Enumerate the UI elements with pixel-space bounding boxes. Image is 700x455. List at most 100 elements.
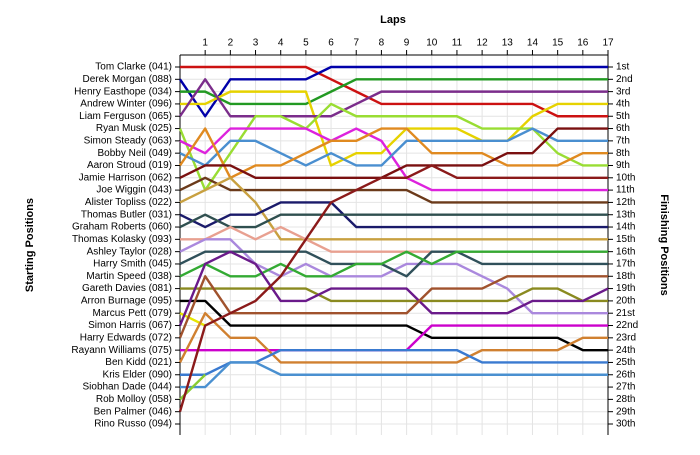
y-tick-label: Martin Speed (038) bbox=[86, 271, 172, 282]
y2-tick-label: 6th bbox=[616, 123, 630, 134]
y-tick-label: Marcus Pett (079) bbox=[93, 308, 172, 319]
x-tick-label: 13 bbox=[502, 38, 514, 49]
y-tick-label: Rayann Williams (075) bbox=[71, 345, 172, 356]
y-tick-label: Rob Molloy (058) bbox=[96, 394, 172, 405]
y2-tick-label: 18th bbox=[616, 271, 635, 282]
y2-tick-label: 2nd bbox=[616, 74, 633, 85]
driver-line bbox=[180, 90, 608, 167]
x-tick-label: 11 bbox=[452, 38, 463, 49]
y-tick-label: Harry Edwards (072) bbox=[80, 332, 172, 343]
y-tick-label: Liam Ferguson (065) bbox=[79, 111, 172, 122]
y2-tick-label: 13th bbox=[616, 209, 635, 220]
y2-tick-label: 26th bbox=[616, 369, 635, 380]
y-tick-label: Derek Morgan (088) bbox=[83, 74, 172, 85]
y2-tick-label: 24th bbox=[616, 345, 635, 356]
driver-line bbox=[180, 287, 608, 303]
y-tick-label: Arron Burnage (095) bbox=[81, 296, 172, 307]
driver-line bbox=[179, 65, 608, 118]
y2-tick-label: 7th bbox=[616, 136, 630, 147]
y-tick-label: Graham Roberts (060) bbox=[72, 222, 172, 233]
y2-tick-label: 30th bbox=[616, 419, 635, 430]
y2-tick-label: 1st bbox=[616, 62, 630, 73]
driver-line bbox=[178, 275, 608, 339]
y-tick-label: Siobhan Dade (044) bbox=[82, 382, 172, 393]
x-tick-label: 4 bbox=[278, 38, 284, 49]
driver-line bbox=[179, 127, 608, 179]
x-tick-label: 16 bbox=[577, 38, 589, 49]
y2-tick-label: 25th bbox=[616, 357, 635, 368]
driver-line bbox=[179, 201, 608, 229]
y2-tick-label: 28th bbox=[616, 394, 635, 405]
driver-line bbox=[178, 164, 608, 413]
driver-line bbox=[179, 127, 608, 179]
y-tick-label: Simon Harris (067) bbox=[88, 320, 172, 331]
y2-axis-label: Finishing Positions bbox=[658, 194, 670, 295]
driver-line bbox=[179, 250, 608, 278]
y-tick-label: Simon Steady (063) bbox=[84, 136, 172, 147]
y2-tick-label: 20th bbox=[616, 296, 635, 307]
x-tick-label: 2 bbox=[228, 38, 234, 49]
y-tick-label: Ben Palmer (046) bbox=[94, 406, 172, 417]
driver-line bbox=[179, 127, 608, 192]
y2-tick-label: 29th bbox=[616, 406, 635, 417]
y2-tick-label: 12th bbox=[616, 197, 635, 208]
y-tick-label: Gareth Davies (081) bbox=[82, 283, 172, 294]
y2-tick-label: 22nd bbox=[616, 320, 638, 331]
driver-line bbox=[179, 213, 608, 229]
y2-tick-label: 4th bbox=[616, 99, 630, 110]
y-tick-label: Rino Russo (094) bbox=[94, 419, 172, 430]
y-tick-label: Ben Kidd (021) bbox=[105, 357, 172, 368]
y2-tick-label: 15th bbox=[616, 234, 635, 245]
y-tick-label: Aaron Stroud (019) bbox=[87, 160, 172, 171]
x-tick-label: 7 bbox=[353, 38, 359, 49]
y2-tick-label: 9th bbox=[616, 160, 630, 171]
driver-line bbox=[178, 250, 609, 326]
driver-line bbox=[180, 78, 608, 106]
y2-tick-label: 3rd bbox=[616, 86, 630, 97]
driver-line bbox=[180, 299, 608, 352]
y2-tick-label: 8th bbox=[616, 148, 630, 159]
x-tick-label: 5 bbox=[303, 38, 309, 49]
x-tick-label: 9 bbox=[404, 38, 410, 49]
driver-line bbox=[180, 65, 608, 118]
y-tick-label: Joe Wiggin (043) bbox=[96, 185, 172, 196]
x-tick-label: 17 bbox=[602, 38, 614, 49]
driver-line bbox=[179, 176, 608, 241]
chart-title: Laps bbox=[380, 14, 406, 26]
y-tick-label: Tom Clarke (041) bbox=[95, 62, 172, 73]
y2-tick-label: 11th bbox=[616, 185, 635, 196]
y-tick-label: Bobby Neil (049) bbox=[98, 148, 172, 159]
driver-line bbox=[179, 250, 608, 278]
x-tick-label: 12 bbox=[477, 38, 489, 49]
y-tick-label: Kris Elder (090) bbox=[103, 369, 172, 380]
x-tick-label: 15 bbox=[552, 38, 564, 49]
y-tick-label: Ashley Taylor (028) bbox=[87, 246, 172, 257]
driver-line bbox=[179, 127, 608, 167]
y2-tick-label: 16th bbox=[616, 246, 635, 257]
x-tick-label: 6 bbox=[328, 38, 334, 49]
y-tick-label: Henry Easthope (034) bbox=[74, 86, 172, 97]
x-tick-label: 1 bbox=[202, 38, 208, 49]
x-tick-label: 3 bbox=[253, 38, 259, 49]
y2-tick-label: 23rd bbox=[616, 332, 636, 343]
driver-line bbox=[180, 361, 608, 389]
x-tick-label: 10 bbox=[426, 38, 438, 49]
driver-line bbox=[178, 102, 608, 192]
y-tick-label: Harry Smith (045) bbox=[93, 259, 172, 270]
y2-tick-label: 5th bbox=[616, 111, 630, 122]
y2-tick-label: 21st bbox=[616, 308, 635, 319]
x-tick-label: 14 bbox=[527, 38, 539, 49]
y2-tick-label: 10th bbox=[616, 172, 635, 183]
y-tick-label: Ryan Musk (025) bbox=[96, 123, 172, 134]
y-tick-label: Jamie Harrison (062) bbox=[79, 172, 172, 183]
y2-tick-label: 27th bbox=[616, 382, 635, 393]
y-axis-label: Starting Positions bbox=[24, 198, 36, 292]
y2-tick-label: 19th bbox=[616, 283, 635, 294]
y-tick-label: Alister Topliss (022) bbox=[85, 197, 172, 208]
driver-line bbox=[179, 78, 608, 118]
y2-tick-label: 17th bbox=[616, 259, 635, 270]
driver-line bbox=[178, 312, 608, 364]
y-tick-label: Andrew Winter (096) bbox=[80, 99, 172, 110]
